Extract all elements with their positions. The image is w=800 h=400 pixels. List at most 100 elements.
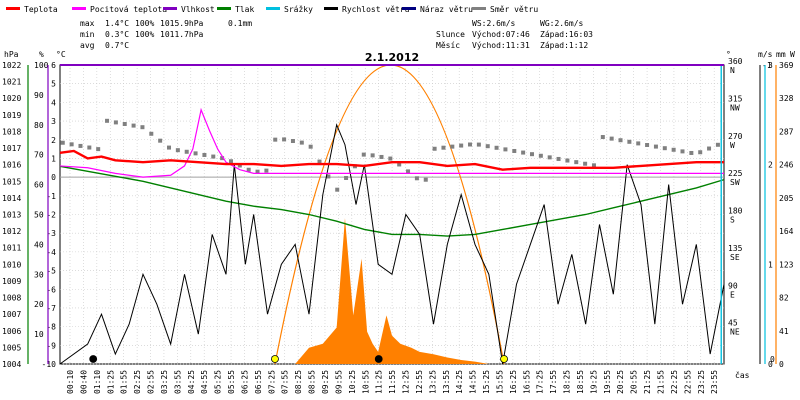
sun-label: Slunce xyxy=(436,30,465,39)
moonrise-marker xyxy=(374,355,383,363)
wind-direction-point xyxy=(69,142,74,147)
x-tick-label: 04:55 xyxy=(200,370,209,394)
x-tick-label: 02:25 xyxy=(133,370,142,394)
x-tick-label: 01:55 xyxy=(120,370,129,394)
wind-gust-info: WG:2.6m/s xyxy=(540,19,584,28)
pressure-line xyxy=(59,165,725,237)
wind-direction-point xyxy=(140,125,145,130)
rain-axis-label: mm xyxy=(776,50,786,59)
hpa-tick-label: 1016 xyxy=(2,161,21,170)
hpa-tick-label: 1015 xyxy=(2,177,21,186)
rain-tick-label-top: -1 xyxy=(762,61,772,70)
stats-humidity: 100% xyxy=(135,19,154,28)
wind-direction-point xyxy=(344,175,349,180)
legend-label: Teplota xyxy=(24,5,58,14)
percent-tick-label: 10 xyxy=(34,330,44,339)
legend-swatch xyxy=(6,7,20,10)
hpa-tick-label: 1009 xyxy=(2,277,21,286)
legend-label: Náraz větru xyxy=(420,5,473,14)
wind-direction-point xyxy=(494,145,499,150)
direction-tick-degrees: 45 xyxy=(728,319,738,328)
stats-row-label: avg xyxy=(80,41,95,50)
wind-direction-point xyxy=(680,149,685,154)
legend-label: Rychlost větru xyxy=(342,5,410,14)
wind-speed-info: WS:2.6m/s xyxy=(472,19,516,28)
wind-direction-point xyxy=(273,137,278,142)
x-tick-label: 14:55 xyxy=(469,370,478,394)
moonrise-time: Východ:11:31 xyxy=(472,41,530,50)
x-tick-label: 00:40 xyxy=(79,370,88,394)
wind-direction-point xyxy=(662,146,667,151)
direction-tick-name: N xyxy=(730,66,735,75)
direction-tick-name: SW xyxy=(730,178,740,187)
wind-direction-point xyxy=(370,153,375,158)
stats-humidity: 100% xyxy=(135,30,154,39)
x-tick-label: 15:55 xyxy=(495,370,504,394)
direction-tick-name: NW xyxy=(730,103,740,112)
direction-tick-degrees: 315 xyxy=(728,94,743,103)
wind-direction-point xyxy=(459,143,464,148)
wind-direction-point xyxy=(521,150,526,155)
solar-tick-label: 82 xyxy=(779,294,789,303)
x-tick-label: 03:25 xyxy=(160,370,169,394)
x-tick-label: 18:25 xyxy=(563,370,572,394)
solar-tick-label: 328 xyxy=(779,94,794,103)
wind-direction-point xyxy=(113,120,118,125)
x-tick-label: 02:55 xyxy=(147,370,156,394)
wind-direction-point xyxy=(529,152,534,157)
wind-direction-point xyxy=(600,135,605,140)
temperature-line xyxy=(59,149,724,171)
rain-tick-label-bottom: 0 xyxy=(770,355,775,364)
wind-direction-point xyxy=(264,168,269,173)
solar-tick-label: 41 xyxy=(779,327,789,336)
wind-direction-point xyxy=(96,147,101,152)
x-tick-label: 09:55 xyxy=(334,370,343,394)
wind-direction-point xyxy=(423,177,428,182)
legend-label: Směr větru xyxy=(490,5,538,14)
stats-pressure: 1011.7hPa xyxy=(160,30,204,39)
wind-direction-point xyxy=(308,144,313,149)
x-tick-label: 13:55 xyxy=(442,370,451,394)
wind-tick-label: 1 xyxy=(768,260,773,269)
percent-tick-label: 40 xyxy=(34,240,44,249)
x-tick-label: 06:55 xyxy=(254,370,263,394)
celsius-tick-label: 1 xyxy=(51,154,56,163)
wind-direction-point xyxy=(361,152,366,157)
celsius-tick-label: 0 xyxy=(51,173,56,182)
wind-direction-point xyxy=(211,154,216,159)
legend-swatch xyxy=(472,7,486,10)
direction-tick-degrees: 90 xyxy=(728,281,738,290)
wind-direction-point xyxy=(609,136,614,141)
hpa-tick-label: 1008 xyxy=(2,294,21,303)
legend-swatch xyxy=(163,7,177,10)
wind-direction-point xyxy=(290,139,295,144)
wind-direction-point xyxy=(379,154,384,159)
x-tick-label: 07:55 xyxy=(281,370,290,394)
celsius-tick-label: -9 xyxy=(46,341,56,350)
hpa-tick-label: 1012 xyxy=(2,227,21,236)
wind-direction-point xyxy=(653,144,658,149)
percent-tick-label: 90 xyxy=(34,91,44,100)
x-tick-label: 05:25 xyxy=(214,370,223,394)
wind-direction-point xyxy=(707,146,712,151)
x-tick-label: 19:55 xyxy=(603,370,612,394)
x-tick-label: 07:25 xyxy=(267,370,276,394)
direction-tick-degrees: 360 xyxy=(728,57,743,66)
x-tick-label: 18:55 xyxy=(576,370,585,394)
celsius-axis-label: °C xyxy=(56,50,66,59)
legend-swatch xyxy=(324,7,338,10)
hpa-tick-label: 1019 xyxy=(2,111,21,120)
direction-tick-degrees: 225 xyxy=(728,169,743,178)
wind-direction-point xyxy=(282,137,287,142)
x-tick-label: 08:25 xyxy=(294,370,303,394)
direction-axis-label: ° xyxy=(726,50,731,59)
wind-direction-point xyxy=(547,155,552,160)
wind-axis-label: m/s xyxy=(758,50,773,59)
legend-swatch xyxy=(217,7,231,10)
wind-direction-point xyxy=(122,122,127,127)
wind-direction-point xyxy=(105,118,110,123)
x-tick-label: 05:55 xyxy=(227,370,236,394)
celsius-tick-label: -5 xyxy=(46,267,56,276)
